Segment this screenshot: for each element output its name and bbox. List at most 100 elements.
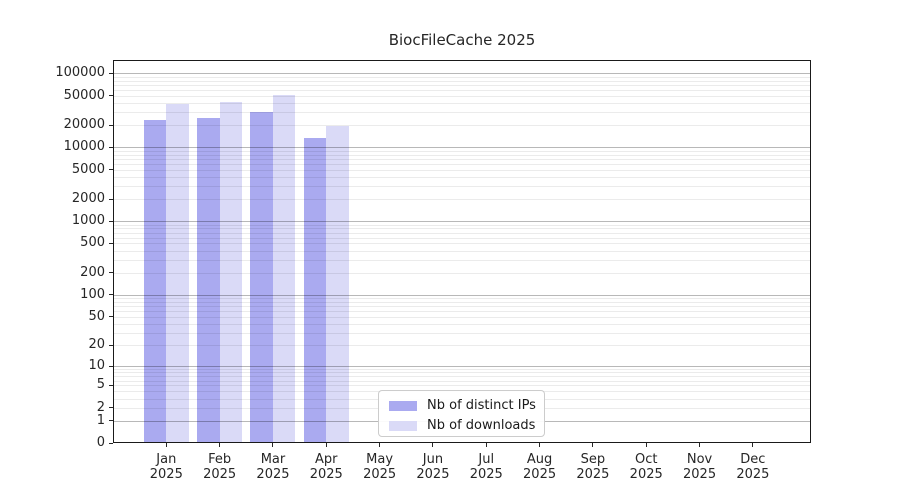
y-tick-mark [109, 95, 113, 97]
gridline-major [113, 147, 811, 149]
legend-entry-distinct-ips: Nb of distinct IPs [389, 397, 536, 414]
gridline-minor [113, 228, 811, 230]
chart-title: BiocFileCache 2025 [388, 31, 536, 49]
bar-jan-distinct-ips [143, 119, 167, 443]
gridline-minor [113, 332, 811, 334]
y-tick-label: 2 [96, 399, 105, 415]
x-tick-label-apr: Apr 2025 [309, 452, 343, 482]
gridline-minor [113, 369, 811, 371]
gridline-minor [113, 311, 811, 313]
gridline-minor [113, 125, 811, 127]
bar-feb-downloads [219, 101, 243, 443]
y-tick-label: 200 [80, 264, 105, 280]
y-tick-mark [109, 384, 113, 386]
x-tick-mark [165, 443, 167, 447]
gridline-minor [113, 150, 811, 152]
legend-label-downloads: Nb of downloads [427, 418, 536, 433]
gridline-minor [113, 345, 811, 347]
x-tick-label-mar: Mar 2025 [256, 452, 290, 482]
gridline-major [113, 221, 811, 223]
y-tick-label: 20 [88, 337, 105, 353]
gridline-minor [113, 176, 811, 178]
x-tick-mark [699, 443, 701, 447]
y-tick-label: 5000 [71, 161, 105, 177]
gridline-minor [113, 186, 811, 188]
y-tick-mark [109, 316, 113, 318]
gridline-minor [113, 385, 811, 387]
bar-mar-downloads [272, 95, 296, 443]
gridline-minor [113, 224, 811, 226]
x-tick-mark [592, 443, 594, 447]
y-tick-label: 100 [80, 286, 105, 302]
x-tick-label-aug: Aug 2025 [523, 452, 557, 482]
gridline-minor [113, 372, 811, 374]
y-tick-mark [109, 344, 113, 346]
y-tick-label: 50 [88, 308, 105, 324]
x-tick-label-sep: Sep 2025 [576, 452, 610, 482]
y-tick-mark [109, 198, 113, 200]
y-tick-mark [109, 220, 113, 222]
x-tick-mark [379, 443, 381, 447]
gridline-minor [113, 154, 811, 156]
x-tick-label-jul: Jul 2025 [469, 452, 503, 482]
legend-label-distinct-ips: Nb of distinct IPs [427, 398, 536, 413]
gridline-minor [113, 380, 811, 382]
gridline-minor [113, 158, 811, 160]
y-tick-mark [109, 272, 113, 274]
gridline-major [113, 294, 811, 296]
x-tick-label-dec: Dec 2025 [736, 452, 770, 482]
x-tick-label-oct: Oct 2025 [629, 452, 663, 482]
gridline-minor [113, 169, 811, 171]
y-tick-mark [109, 146, 113, 148]
y-tick-label: 10000 [63, 139, 105, 155]
y-tick-label: 500 [80, 235, 105, 251]
y-tick-label: 100000 [55, 65, 105, 81]
legend-swatch-downloads [389, 420, 417, 431]
gridline-minor [113, 316, 811, 318]
gridline-minor [113, 301, 811, 303]
bar-feb-distinct-ips [197, 117, 220, 443]
gridline-minor [113, 163, 811, 165]
x-tick-label-jun: Jun 2025 [416, 452, 450, 482]
bar-apr-distinct-ips [303, 138, 327, 443]
gridline-major [113, 366, 811, 368]
gridline-minor [113, 112, 811, 114]
legend: Nb of distinct IPs Nb of downloads [378, 390, 545, 437]
y-tick-label: 1 [96, 412, 105, 428]
y-tick-mark [109, 407, 113, 409]
bar-apr-downloads [326, 126, 349, 443]
gridline-minor [113, 199, 811, 201]
y-tick-label: 10 [88, 358, 105, 374]
y-tick-label: 50000 [63, 87, 105, 103]
y-tick-mark [109, 72, 113, 74]
x-tick-label-nov: Nov 2025 [683, 452, 717, 482]
gridline-minor [113, 272, 811, 274]
gridline-minor [113, 102, 811, 104]
x-tick-mark [485, 443, 487, 447]
gridline-minor [113, 298, 811, 300]
y-tick-mark [109, 420, 113, 422]
x-tick-mark [539, 443, 541, 447]
gridline-minor [113, 376, 811, 378]
x-tick-mark [325, 443, 327, 447]
x-tick-label-may: May 2025 [363, 452, 397, 482]
y-tick-mark [109, 242, 113, 244]
gridline-minor [113, 306, 811, 308]
x-tick-mark [645, 443, 647, 447]
y-tick-label: 20000 [63, 117, 105, 133]
y-tick-label: 2000 [71, 191, 105, 207]
gridline-minor [113, 250, 811, 252]
y-tick-mark [109, 169, 113, 171]
y-tick-label: 0 [96, 435, 105, 450]
y-tick-mark [109, 365, 113, 367]
x-tick-mark [219, 443, 221, 447]
gridline-minor [113, 95, 811, 97]
x-tick-mark [432, 443, 434, 447]
x-tick-mark [272, 443, 274, 447]
gridline-minor [113, 84, 811, 86]
gridline-minor [113, 76, 811, 78]
y-tick-mark [109, 124, 113, 126]
x-tick-mark [752, 443, 754, 447]
y-tick-label: 5 [96, 377, 105, 393]
